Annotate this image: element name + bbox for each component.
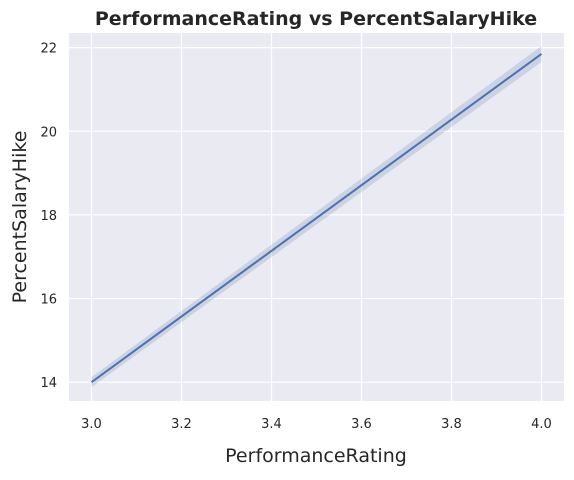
y-tick-label: 18 <box>40 209 57 224</box>
y-tick-label: 14 <box>40 376 57 391</box>
x-tick-label: 3.8 <box>441 417 462 432</box>
y-tick-labels: 14 16 18 20 22 <box>40 42 57 392</box>
x-tick-label: 3.0 <box>81 417 102 432</box>
confidence-band-layer <box>91 45 542 388</box>
x-tick-labels: 3.0 3.2 3.4 3.6 3.8 4.0 <box>81 417 552 432</box>
x-tick-label: 3.6 <box>351 417 372 432</box>
y-tick-label: 16 <box>40 293 57 308</box>
y-tick-label: 20 <box>40 125 57 140</box>
confidence-band <box>91 45 542 388</box>
x-tick-label: 3.4 <box>261 417 282 432</box>
series-line-layer <box>90 53 543 383</box>
series-line <box>90 53 543 383</box>
y-axis-label: PercentSalaryHike <box>9 131 31 304</box>
grid-lines <box>69 33 564 401</box>
x-axis-label: PerformanceRating <box>225 445 407 467</box>
x-tick-label: 3.2 <box>171 417 192 432</box>
x-tick-label: 4.0 <box>531 417 552 432</box>
chart-title: PerformanceRating vs PercentSalaryHike <box>95 8 537 30</box>
y-tick-label: 22 <box>40 42 57 57</box>
